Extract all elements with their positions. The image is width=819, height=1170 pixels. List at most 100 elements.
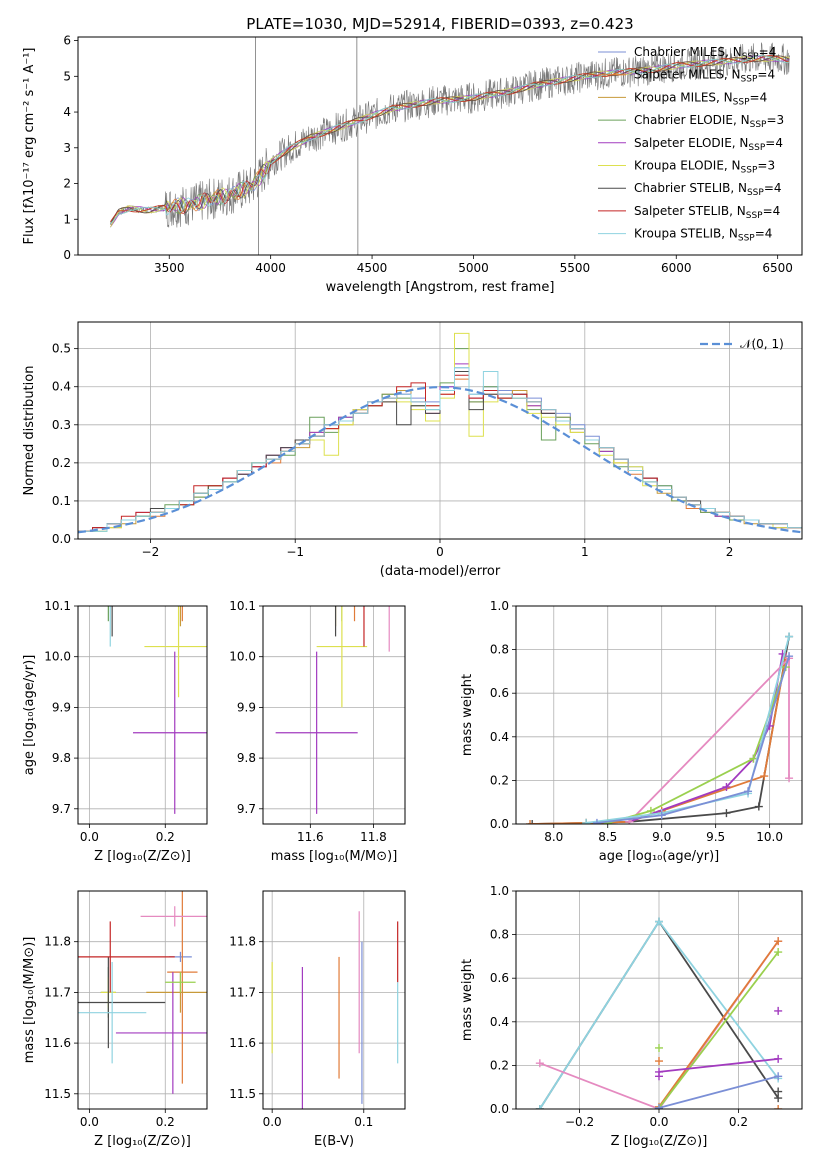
x-tick-label: 11.8 bbox=[360, 830, 387, 844]
line-series-4 bbox=[658, 951, 779, 1109]
y-tick-label: 11.5 bbox=[229, 1087, 256, 1101]
legend-label-main: Chabrier MILES, N bbox=[634, 45, 742, 59]
legend-entry: Kroupa STELIB, NSSP=4 bbox=[634, 227, 772, 244]
y-tick-label: 0.4 bbox=[490, 1015, 509, 1029]
line-marker bbox=[592, 818, 601, 824]
line-marker bbox=[722, 809, 731, 818]
legend-label-end: =4 bbox=[755, 227, 773, 241]
errorbar-point-9 bbox=[140, 906, 207, 927]
errorbar-point-6 bbox=[78, 956, 166, 1049]
y-tick-label: 9.9 bbox=[237, 700, 256, 714]
legend-entry: Chabrier ELODIE, NSSP=3 bbox=[634, 113, 784, 130]
y-tick-label: 9.8 bbox=[52, 751, 71, 765]
y-tick-label: 11.8 bbox=[229, 935, 256, 949]
y-tick-label: 9.7 bbox=[52, 802, 71, 816]
y-axis-label: Flux [fλ10⁻¹⁷ erg cm⁻² s⁻¹ A⁻¹] bbox=[22, 48, 37, 245]
legend-label-sub: SSP bbox=[746, 211, 763, 221]
panel-massweight_vs_Z: −0.2 0.0 0.2 0.0 0.2 0.4 0.6 0.8 1.0 Z [log₁₀(Z/Z… bbox=[460, 884, 803, 1149]
line-marker bbox=[535, 1105, 544, 1109]
legend-label-end: =4 bbox=[765, 136, 783, 150]
line-marker bbox=[582, 818, 591, 824]
legend-label-main: Kroupa ELODIE, N bbox=[634, 159, 741, 173]
errorbar-point-1 bbox=[353, 606, 356, 622]
line-series-3 bbox=[658, 940, 779, 1108]
legend-label-sub: SSP bbox=[738, 234, 755, 244]
x-tick-label: 0 bbox=[436, 545, 444, 559]
x-tick-label: 5500 bbox=[560, 261, 591, 275]
legend-label-end: =4 bbox=[757, 68, 775, 82]
line-marker bbox=[749, 754, 758, 763]
legend-label-end: =3 bbox=[757, 159, 775, 173]
y-tick-label: 0.2 bbox=[490, 1058, 509, 1072]
panel-spectrum: 3500 4000 4500 5000 5500 6000 6500 0 1 2 3 4 5 6 wavel… bbox=[22, 34, 803, 295]
panel-age_vs_Z: 0.0 0.2 9.7 9.8 9.9 10.0 10.1 Z [log₁₀(Z/Z⊙)] ag… bbox=[22, 599, 208, 864]
line-marker bbox=[774, 1054, 783, 1063]
x-tick-label: 0.0 bbox=[80, 830, 99, 844]
axes-frame bbox=[262, 890, 406, 1110]
y-tick-label: 6 bbox=[63, 34, 71, 48]
y-axis-label: mass [log₁₀(M/M⊙)] bbox=[22, 937, 37, 1064]
panel-age_vs_mass: 11.6 11.8 9.7 9.8 9.9 10.0 10.1 mass [log₁₀(M/M… bbox=[229, 599, 406, 864]
x-axis-label: Z [log₁₀(Z/Z⊙)] bbox=[94, 849, 191, 864]
errorbar-point-8 bbox=[109, 606, 111, 647]
plot-area bbox=[263, 891, 405, 1109]
errorbar-point-1 bbox=[167, 891, 198, 1084]
line-marker bbox=[785, 774, 794, 783]
legend-label-main: Kroupa STELIB, N bbox=[634, 227, 738, 241]
legend-label-main: Chabrier ELODIE, N bbox=[634, 113, 750, 127]
y-tick-label: 0.5 bbox=[52, 342, 71, 356]
x-axis-label: Z [log₁₀(Z/Z⊙)] bbox=[94, 1134, 191, 1149]
legend-entry: Chabrier STELIB, NSSP=4 bbox=[634, 181, 782, 198]
panel-massweight_vs_age: 8.0 8.5 9.0 9.5 10.0 0.0 0.2 0.4 0.6 0.8 1.0 age [l… bbox=[460, 599, 803, 864]
line-marker bbox=[655, 917, 663, 926]
axes-frame bbox=[77, 605, 208, 825]
x-tick-label: 0.0 bbox=[263, 1115, 282, 1129]
x-axis-label: mass [log₁₀(M/M⊙)] bbox=[271, 849, 398, 864]
panel-residuals: −2 −1 0 1 2 0.0 0.1 0.2 0.3 0.4 0.5 (data-model)/er… bbox=[22, 321, 803, 579]
x-axis-label: age [log₁₀(age/yr)] bbox=[599, 849, 720, 864]
x-tick-label: 11.6 bbox=[297, 830, 324, 844]
y-tick-label: 11.7 bbox=[229, 985, 256, 999]
axes-frame bbox=[515, 605, 803, 825]
y-tick-label: 0.0 bbox=[52, 532, 71, 546]
x-tick-label: 0.1 bbox=[354, 1115, 373, 1129]
plot-area bbox=[78, 606, 207, 824]
line-marker bbox=[657, 811, 666, 820]
x-tick-label: 6500 bbox=[762, 261, 793, 275]
legend-label-normal: 𝒩(0, 1) bbox=[740, 337, 784, 351]
legend-label-main: Salpeter STELIB, N bbox=[634, 204, 746, 218]
x-tick-label: 0.0 bbox=[80, 1115, 99, 1129]
x-axis-label: Z [log₁₀(Z/Z⊙)] bbox=[611, 1134, 708, 1149]
spectrum-data-line bbox=[110, 42, 791, 228]
plot-area bbox=[263, 606, 405, 824]
y-tick-label: 9.8 bbox=[237, 751, 256, 765]
axes-frame bbox=[515, 890, 803, 1110]
x-tick-label: 0.0 bbox=[649, 1115, 668, 1129]
x-tick-label: 0.2 bbox=[156, 1115, 175, 1129]
x-tick-label: 5000 bbox=[458, 261, 489, 275]
y-tick-label: 4 bbox=[63, 105, 71, 119]
errorbar-point-10 bbox=[165, 972, 196, 993]
errorbar-point-4 bbox=[133, 651, 207, 814]
line-marker bbox=[526, 820, 535, 824]
legend-entry: Salpeter STELIB, NSSP=4 bbox=[634, 204, 780, 221]
y-tick-label: 1.0 bbox=[490, 599, 509, 613]
y-tick-label: 0.3 bbox=[52, 418, 71, 432]
line-marker bbox=[774, 937, 783, 946]
x-tick-label: −0.2 bbox=[565, 1115, 594, 1129]
plot-area bbox=[516, 606, 802, 824]
legend-label-sub: SSP bbox=[741, 75, 758, 85]
axes-frame bbox=[77, 321, 803, 540]
y-tick-label: 0.2 bbox=[490, 773, 509, 787]
x-tick-label: −2 bbox=[142, 545, 160, 559]
legend-label-end: =4 bbox=[763, 204, 781, 218]
x-tick-label: 6000 bbox=[661, 261, 692, 275]
y-axis-label: age [log₁₀(age/yr)] bbox=[22, 655, 37, 776]
axes-frame bbox=[262, 605, 406, 825]
extra-marker bbox=[774, 1087, 783, 1096]
extra-marker bbox=[774, 1105, 783, 1109]
line-marker bbox=[744, 787, 753, 796]
legend-label-end: =4 bbox=[759, 45, 777, 59]
